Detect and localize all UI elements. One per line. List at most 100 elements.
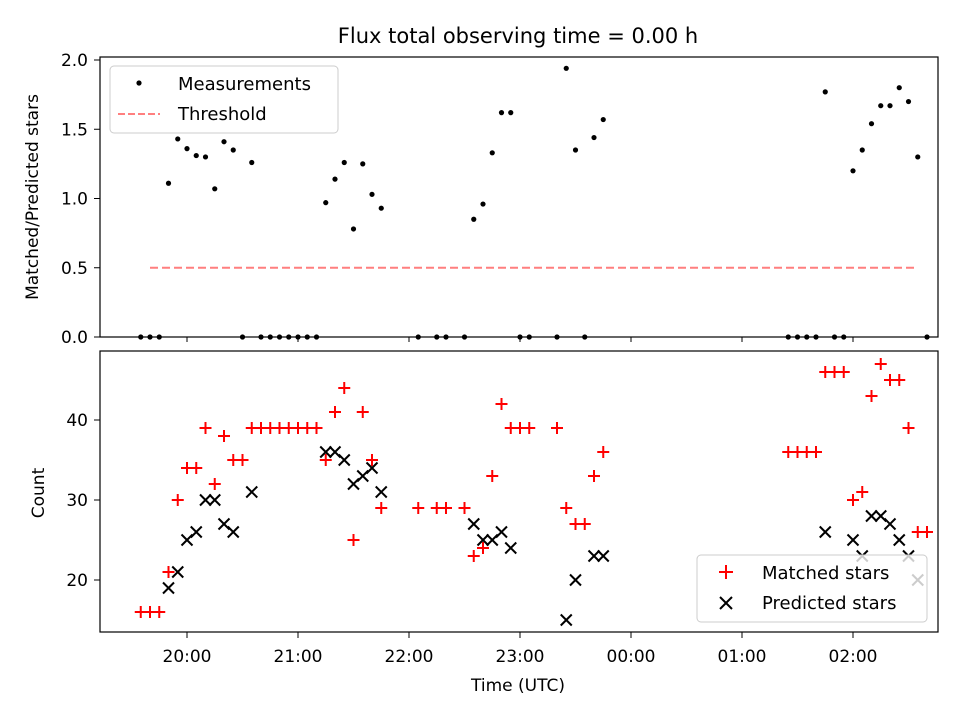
ratio-x-ticks [186,337,854,342]
matched-star-point [319,454,332,466]
matched-star-point [218,430,230,442]
measurement-point [221,139,227,145]
measurement-point [905,98,912,105]
count-y-tick-label: 20 [66,571,88,591]
count-x-ticks: 20:00 21:00 22:00 23:00 00:00 01:00 02:00 [163,632,878,667]
matched-star-point [578,518,591,530]
predicted-star-point [819,525,832,539]
matched-star-point [874,358,887,370]
measurement-point [498,110,505,116]
predicted-star-point [208,493,221,507]
measurement-point [480,201,486,207]
count-x-axis-label: Time (UTC) [470,676,565,696]
matched-stars-legend-label: Matched stars [762,563,889,584]
matched-star-point [375,502,388,514]
matched-star-point [560,502,573,514]
measurement-point [175,136,181,142]
count-plot-frame [99,350,939,633]
matched-star-point [153,606,166,618]
ratio-y-tick-label: 0.0 [61,328,88,348]
ratio-series [138,65,930,340]
predicted-star-point [587,549,601,563]
matched-star-point [199,422,212,434]
measurement-point [822,89,828,95]
predicted-star-point [338,453,351,467]
measurement-point [378,205,384,211]
predicted-star-point [846,533,860,547]
count-x-tick-label: 00:00 [607,647,656,667]
measurement-point [572,147,579,153]
matched-star-point [310,422,323,434]
ratio-panel: 0.00.51.01.52.0 Matched/Predicted stars … [23,51,939,348]
count-panel: 20:00 21:00 22:00 23:00 00:00 01:00 02:00 20 30… [29,350,939,696]
ratio-plot-frame [99,56,939,338]
measurement-point [508,110,514,116]
count-y-axis-label: Count [29,467,49,518]
measurement-point [868,121,875,127]
predicted-stars-legend-marker [719,596,733,610]
measurement-point [350,226,357,232]
ratio-y-tick-label: 1.5 [61,120,88,140]
count-x-tick-label: 01:00 [718,647,767,667]
matched-star-point [523,422,536,434]
measurement-point [230,147,236,153]
measurement-point [878,103,884,109]
measurement-point [591,134,597,141]
measurement-point [915,154,921,160]
count-x-tick-label: 23:00 [496,647,545,667]
ratio-y-tick-label: 2.0 [61,51,88,71]
matched-star-point [551,422,563,434]
predicted-star-point [171,565,184,579]
predicted-star-point [162,581,175,595]
predicted-star-point [467,517,480,531]
matched-stars-legend-marker [719,565,733,579]
count-y-tick-label: 30 [66,491,88,511]
ratio-y-ticks: 0.0 0.5 1.0 1.5 2.0 [61,51,100,348]
predicted-star-point [504,541,517,555]
measurement-point [489,150,495,156]
measurement-point [850,168,856,174]
measurement-point [887,103,893,109]
ratio-legend-box [109,65,339,134]
predicted-star-point [569,573,582,587]
count-y-ticks: 20 30 40 [66,411,100,591]
matched-star-point [366,454,378,466]
measurement-point [212,186,218,192]
measurement-point [369,191,375,197]
matched-star-point [856,486,869,498]
predicted-star-point [476,533,490,547]
matched-star-point [338,382,351,394]
matched-star-point [329,406,341,418]
matched-star-point [837,366,850,378]
matched-star-point [588,470,600,482]
matched-star-point [495,398,508,410]
measurement-point [249,159,255,166]
predicted-stars-legend-label: Predicted stars [762,593,896,614]
count-x-tick-label: 22:00 [385,647,434,667]
matched-star-point [458,502,471,514]
measurement-point [332,176,338,182]
matched-star-point [902,422,915,434]
ratio-legend: Measurements Threshold [109,65,339,134]
matched-star-point [810,446,822,458]
measurement-point [202,154,209,160]
measurement-point [341,159,347,166]
measurement-point [360,161,366,167]
matched-star-point [356,406,369,418]
count-x-tick-label: 20:00 [163,647,212,667]
matched-star-point [597,446,610,458]
measurement-point [471,216,477,222]
matched-star-point [865,390,878,402]
measurement-point [600,116,606,123]
predicted-star-point [883,517,897,531]
matched-star-point [477,542,489,554]
ratio-y-tick-label: 1.0 [61,190,88,210]
predicted-star-point [495,525,508,539]
predicted-star-point [597,549,610,563]
predicted-star-point [227,525,240,539]
matched-star-point [171,494,184,506]
matched-star-point [847,494,859,506]
measurement-point [193,152,199,159]
matched-star-point [347,534,360,546]
